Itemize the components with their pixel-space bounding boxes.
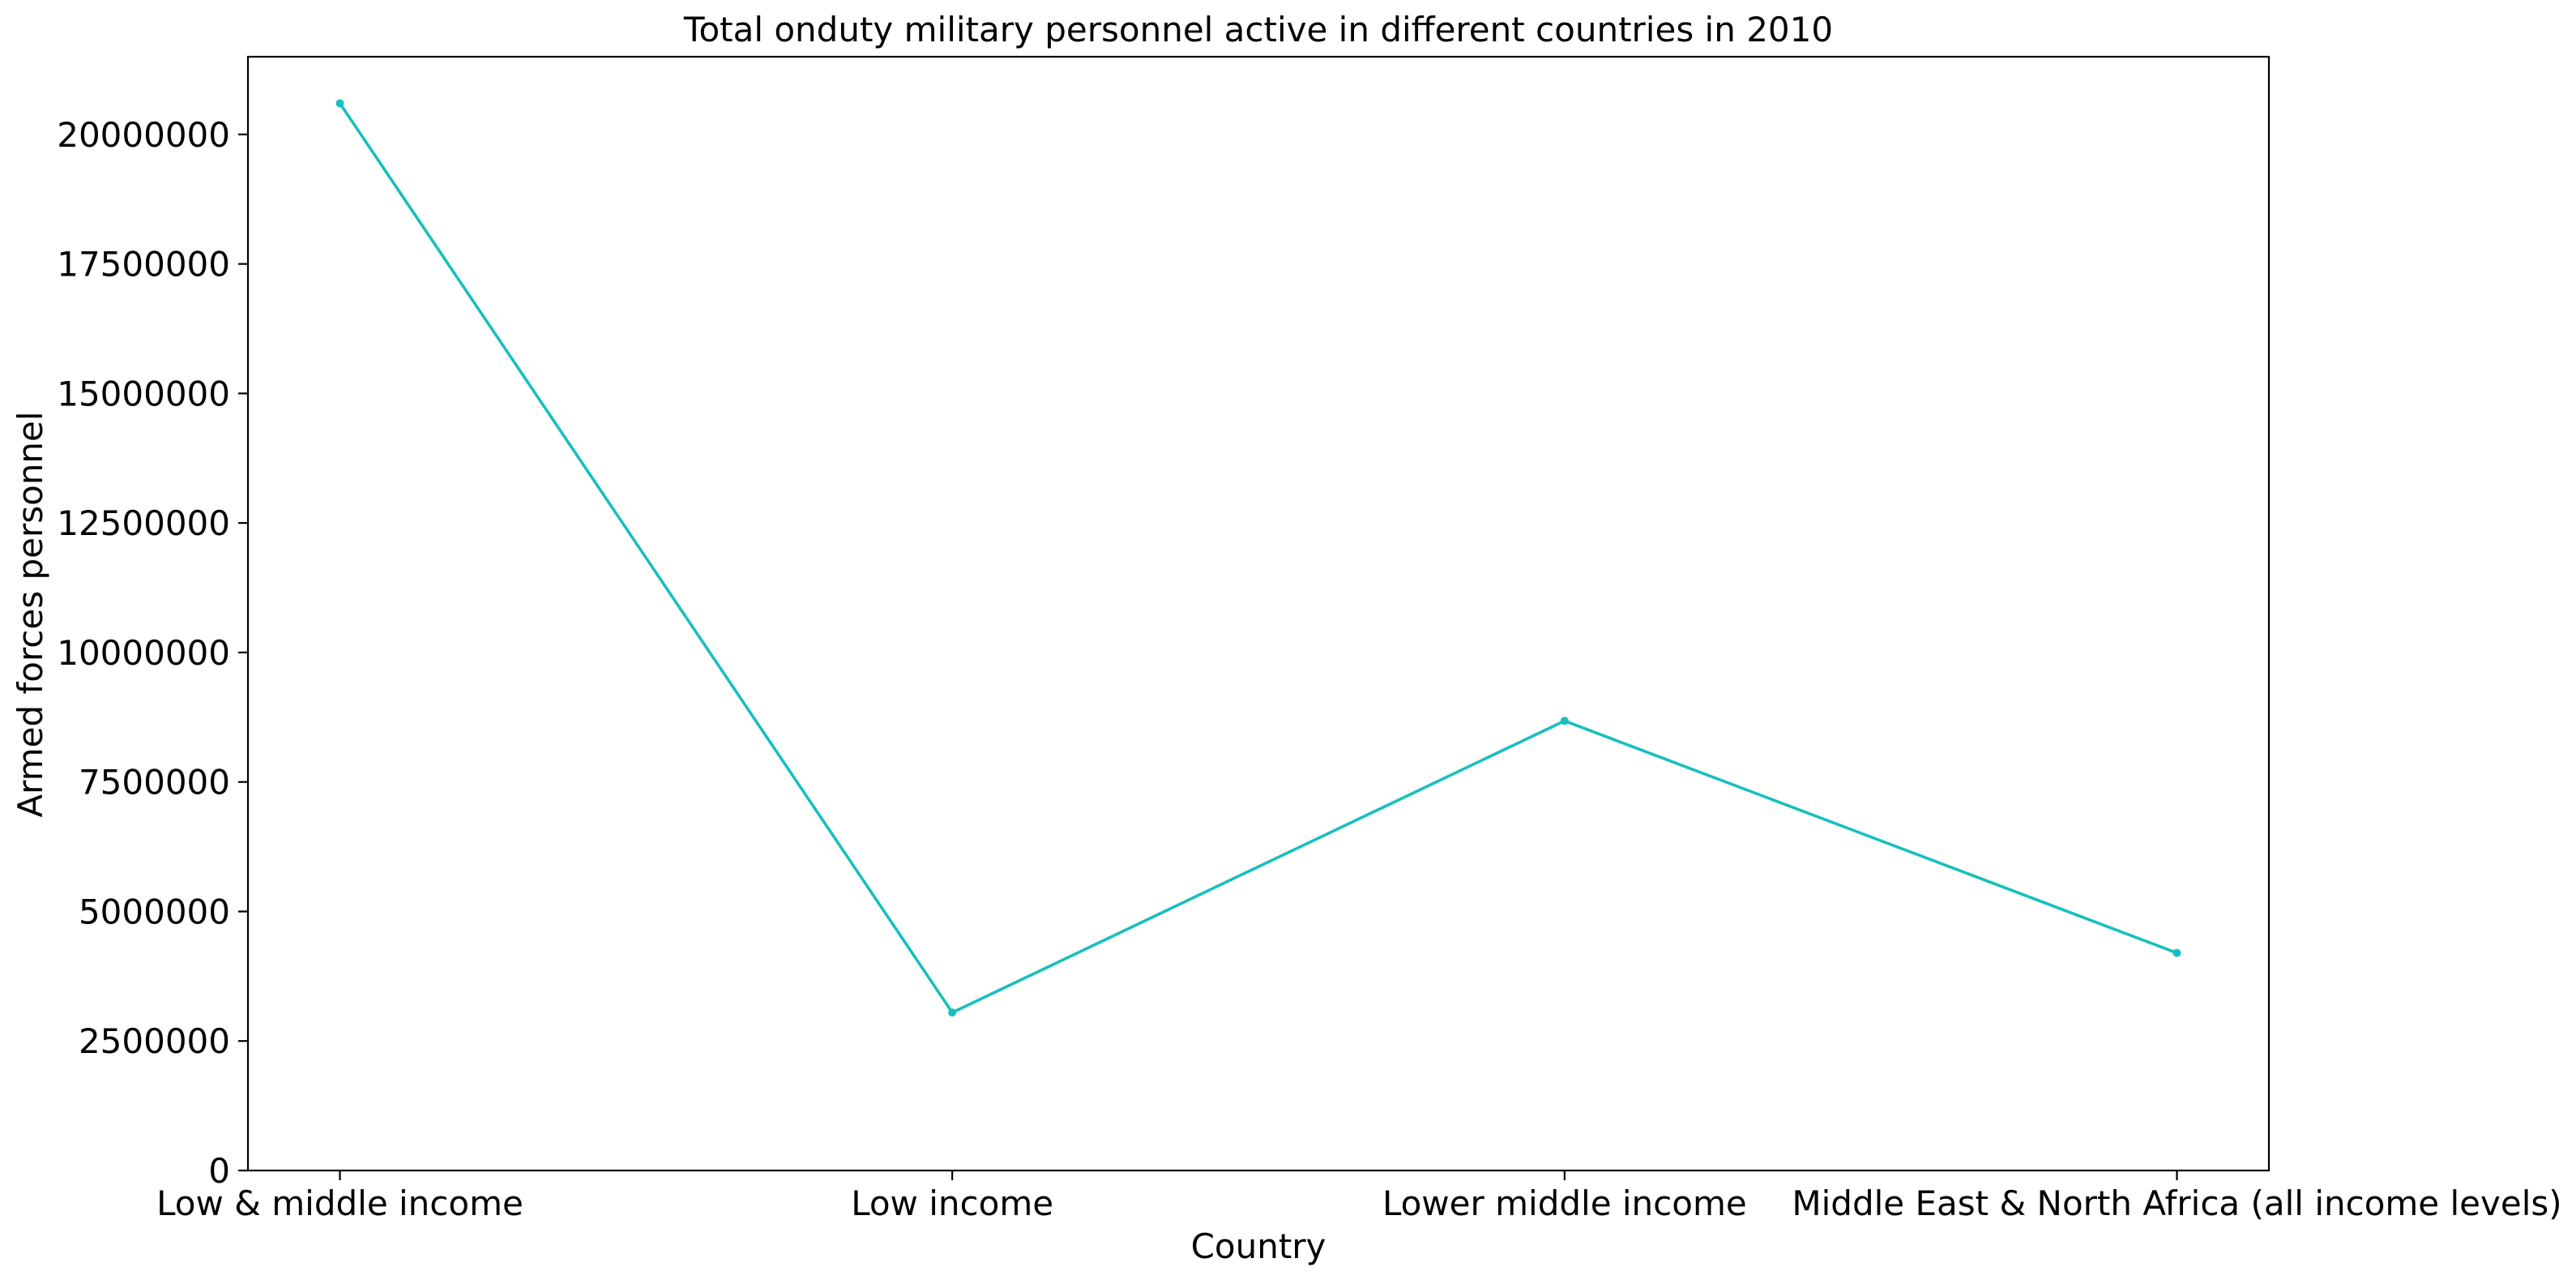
data-point <box>335 99 344 108</box>
y-tick-label: 12500000 <box>57 503 230 543</box>
plot-frame <box>246 55 2271 1172</box>
series-line <box>339 102 2178 1014</box>
x-tick-label: Low income <box>851 1183 1053 1223</box>
y-axis-label: Armed forces personnel <box>11 411 50 817</box>
chart-title: Total onduty military personnel active i… <box>683 10 1833 49</box>
x-tick-label: Low & middle income <box>156 1183 523 1223</box>
y-tick-label: 17500000 <box>57 245 230 285</box>
data-point <box>2172 948 2181 957</box>
y-tick-label: 0 <box>208 1151 230 1191</box>
y-tick-label: 2500000 <box>79 1021 230 1061</box>
y-tick-label: 10000000 <box>57 633 230 673</box>
y-tick-label: 5000000 <box>79 892 230 931</box>
x-tick-label: Middle East & North Africa (all income l… <box>1792 1183 2561 1223</box>
y-tick-label: 20000000 <box>57 115 230 155</box>
y-tick-label: 15000000 <box>57 374 230 413</box>
x-tick-label: Lower middle income <box>1382 1183 1747 1223</box>
y-tick-label: 7500000 <box>79 763 230 802</box>
data-point <box>1560 717 1569 725</box>
x-axis-label: Country <box>1191 1226 1326 1266</box>
data-point <box>948 1008 957 1017</box>
plot-area: 0 2500000 5000000 7500000 10000000 12500000 15… <box>57 55 2562 1223</box>
